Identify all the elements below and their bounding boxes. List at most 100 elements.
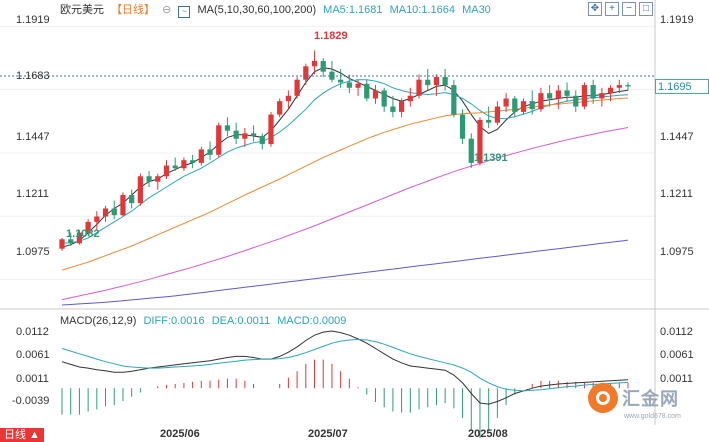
reset-box-icon[interactable]: □ [639, 2, 653, 16]
candle-body [224, 125, 231, 131]
candle-body [338, 79, 344, 83]
candle-body [503, 98, 509, 107]
x-label-2: 2025/08 [468, 428, 508, 440]
candle-body [137, 176, 143, 204]
macd-dea-line [61, 338, 629, 392]
period-badge[interactable]: 日线 ▲ [0, 428, 44, 442]
candle-body [250, 133, 257, 137]
ma-line-ma10 [61, 79, 629, 244]
candle-body [477, 119, 483, 163]
candle-body [268, 114, 274, 145]
low-annotation-start: 1.1082 [66, 228, 100, 240]
watermark-logo: 汇金网 [588, 383, 679, 413]
candle-body [538, 93, 544, 110]
candle-body [416, 79, 422, 96]
macd-y-right-2: 0.0011 [660, 373, 693, 385]
x-label-0: 2025/06 [160, 428, 200, 440]
ma-settings[interactable]: MA(5,10,30,60,100,200) [197, 4, 317, 16]
y-label-right-3: 1.1211 [660, 188, 693, 200]
candle-body [181, 160, 187, 169]
candle-body [190, 160, 196, 163]
candle-body [102, 208, 109, 217]
ma-line-ma100 [61, 239, 629, 306]
candle-body [172, 165, 178, 169]
macd-diff-line [61, 330, 629, 405]
candle-body [155, 176, 161, 182]
candle-body [85, 221, 91, 233]
candle-body [486, 119, 492, 123]
candle-body [433, 77, 440, 86]
y-label-left-4: 1.0975 [16, 246, 50, 258]
candle-body [294, 79, 300, 96]
y-label-left-2: 1.1447 [16, 131, 50, 143]
candle-body [146, 176, 152, 182]
candle-body [390, 106, 396, 112]
indicator-toggle-icon[interactable]: ~ [178, 6, 191, 18]
ma10-value: MA10:1.1664 [389, 4, 455, 16]
grid-lines [0, 25, 655, 281]
candle-body [216, 125, 222, 155]
high-annotation: 1.1829 [314, 30, 348, 42]
zoom-out-icon[interactable]: − [622, 2, 636, 16]
candle-body [163, 165, 170, 177]
zoom-in-icon[interactable]: + [605, 2, 619, 16]
candle-body [468, 138, 474, 163]
candle-body [303, 66, 309, 80]
macd-y-right-1: 0.0061 [660, 349, 694, 361]
ma-line-ma30 [61, 97, 629, 271]
macd-y-left-3: -0.0039 [12, 395, 50, 407]
candle-body [207, 149, 213, 155]
y-label-right-0: 1.1919 [660, 14, 694, 26]
candle-body [599, 93, 605, 99]
candle-body [494, 106, 500, 123]
macd-y-left-1: 0.0061 [16, 349, 50, 361]
y-label-left-1: 1.1683 [16, 70, 50, 82]
ma30-label: MA30 [462, 4, 491, 16]
symbol-name: 欧元美元 [60, 4, 104, 16]
last-price-tag: 1.1695 [655, 79, 709, 94]
candle-body [555, 90, 561, 99]
candle-body [590, 85, 596, 99]
macd-y-right-0: 0.0112 [660, 326, 693, 338]
candle-body [451, 85, 457, 115]
macd-title[interactable]: MACD(26,12,9) [60, 315, 137, 327]
candle-body [512, 98, 518, 112]
move-icon[interactable]: ✥ [588, 2, 602, 16]
macd-diff-value: DIFF:0.0016 [143, 315, 205, 327]
candle-body [120, 195, 126, 216]
candle-body [547, 93, 553, 99]
brand-url: www.gold678.com [624, 413, 681, 420]
macd-header: MACD(26,12,9) DIFF:0.0016 DEA:0.0011 MAC… [60, 315, 350, 327]
candle-body [564, 90, 570, 96]
y-label-left-3: 1.1211 [16, 188, 49, 200]
candle-body [372, 90, 379, 99]
candle-body [68, 239, 74, 244]
candlestick-series [59, 50, 631, 251]
brand-logo-icon [588, 383, 618, 413]
low-annotation-mid: 1.1391 [474, 152, 508, 164]
settings-icon[interactable]: ⊖ [162, 4, 172, 16]
y-label-left-0: 1.1919 [16, 14, 50, 26]
candle-body [381, 90, 387, 107]
candle-body [285, 95, 292, 102]
candle-body [129, 195, 135, 204]
period-label[interactable]: 【日线】 [111, 4, 156, 16]
candle-body [355, 83, 361, 88]
candle-body [311, 60, 318, 67]
candle-body [442, 77, 448, 86]
y-label-right-2: 1.1447 [660, 131, 694, 143]
macd-y-left-0: 0.0112 [16, 326, 49, 338]
candle-body [242, 133, 248, 139]
candle-body [625, 85, 631, 87]
candle-body [111, 208, 117, 216]
candle-body [581, 85, 588, 107]
candle-body [529, 101, 535, 110]
candle-body [94, 216, 100, 222]
candle-body [198, 149, 204, 163]
macd-value: MACD:0.0009 [277, 315, 347, 327]
candle-body [425, 79, 431, 86]
candle-body [233, 130, 239, 139]
candle-body [573, 95, 579, 107]
candle-body [346, 82, 352, 88]
